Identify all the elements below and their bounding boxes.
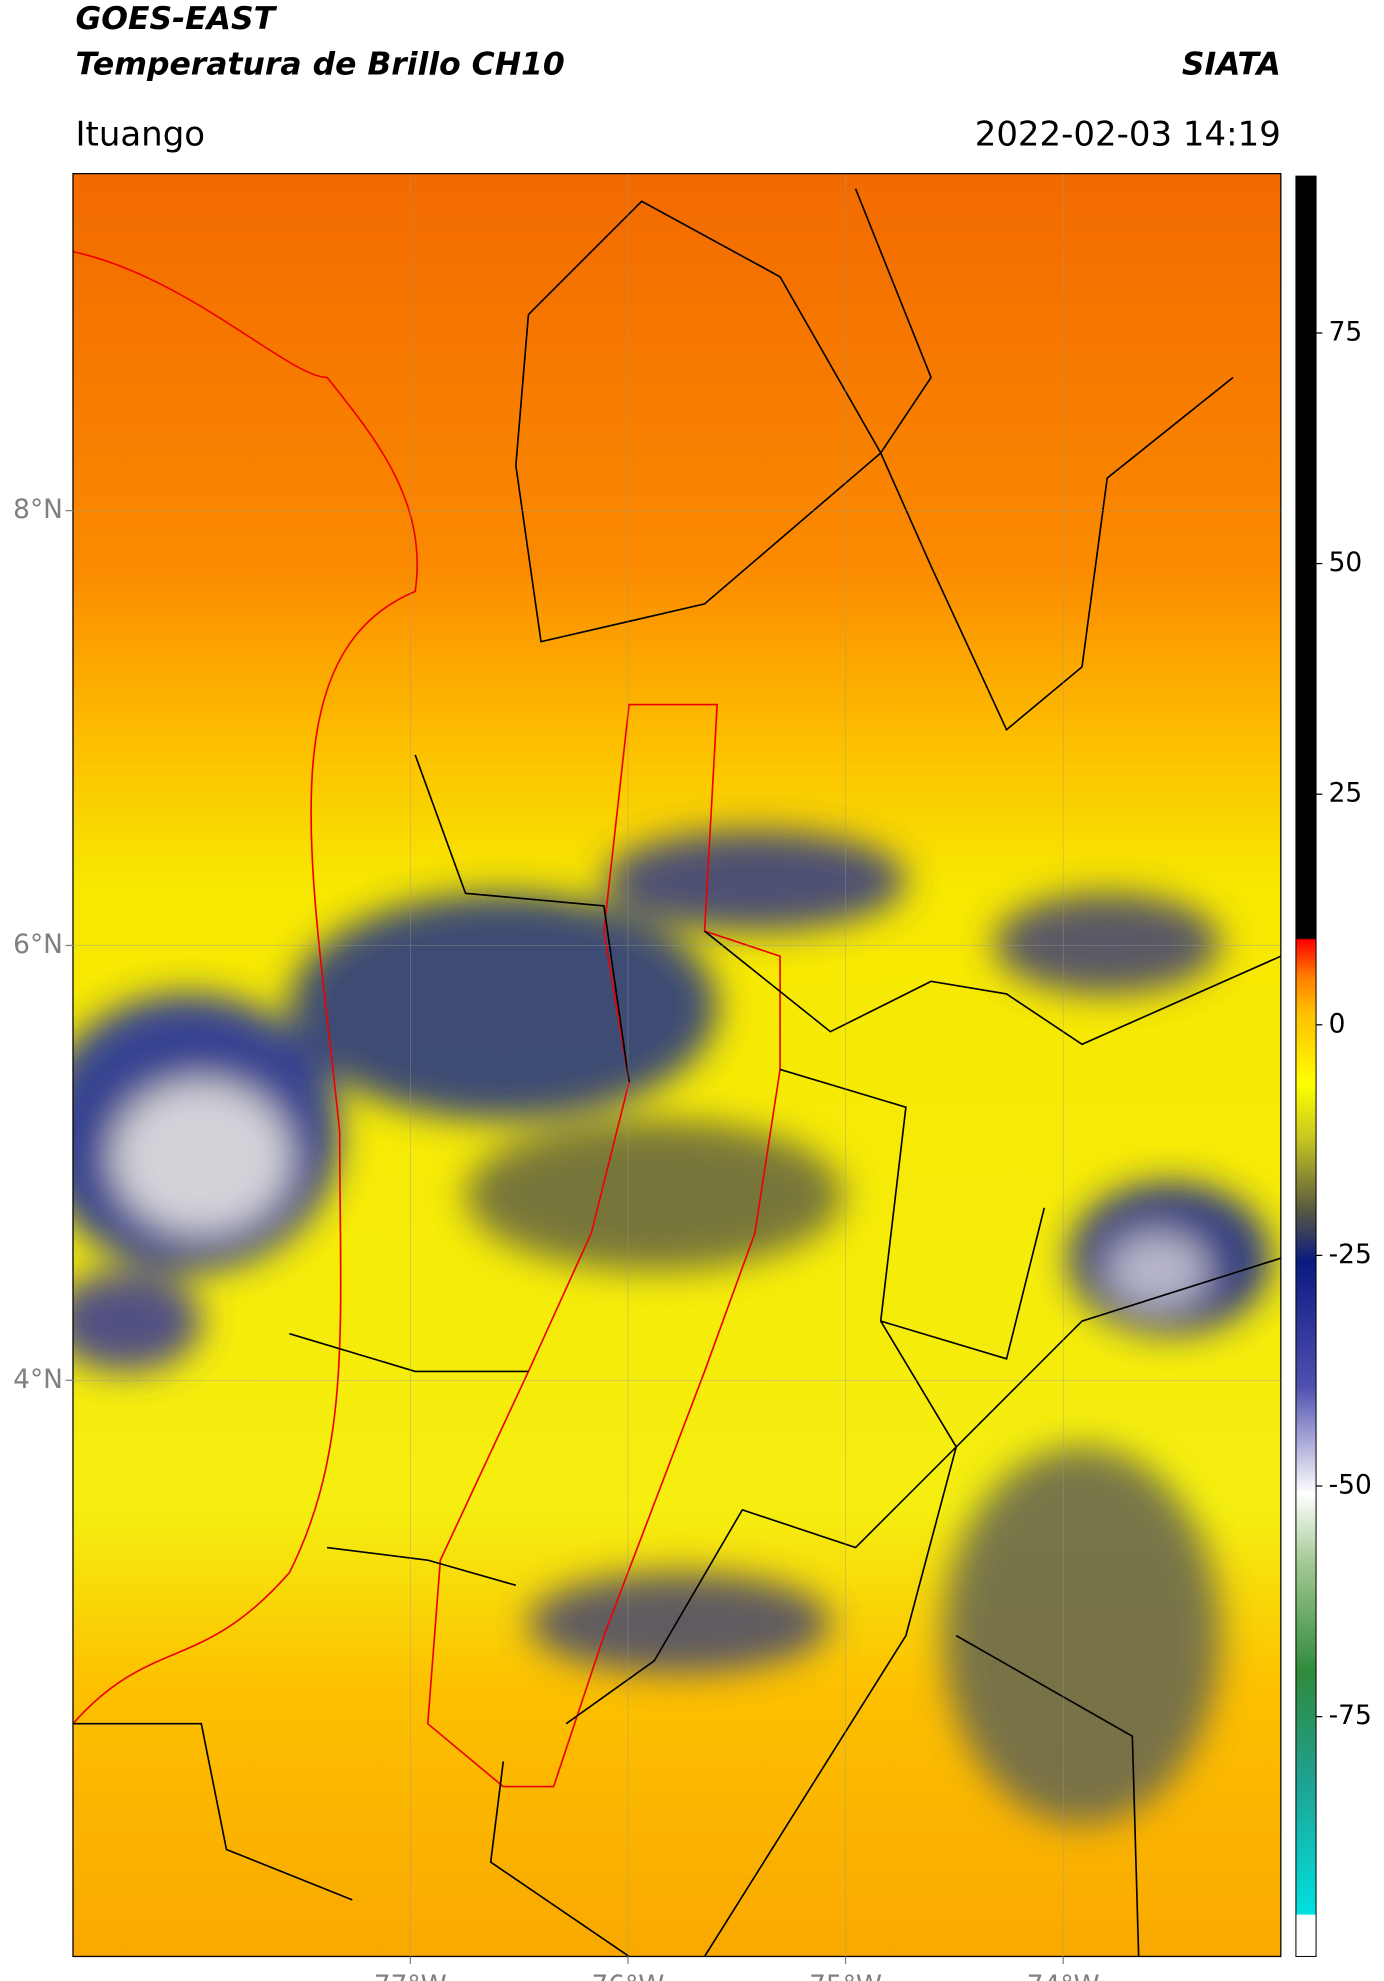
colorbar: [1295, 175, 1317, 1957]
y-tick-label: 4°N: [13, 1364, 63, 1395]
colorbar-tick-label: 75: [1329, 316, 1363, 347]
x-tick-label: 76°W: [591, 1970, 664, 1981]
title: GOES-EAST: [75, 1, 277, 37]
x-tick-label: 74°W: [1027, 1970, 1100, 1981]
colorbar-tick-label: 0: [1329, 1008, 1346, 1039]
location: Ituango: [75, 114, 205, 154]
map-image: [72, 173, 1281, 1957]
datetime: 2022-02-03 14:19: [975, 114, 1281, 154]
y-tick-label: 6°N: [13, 929, 63, 960]
colorbar-tick-label: 50: [1329, 547, 1363, 578]
y-tick-label: 8°N: [13, 494, 63, 525]
source: SIATA: [1182, 46, 1281, 82]
colorbar-tick-label: 25: [1329, 778, 1363, 809]
colorbar-tick-label: -50: [1329, 1470, 1372, 1501]
x-tick-label: 77°W: [374, 1970, 447, 1981]
colorbar-tick-label: -75: [1329, 1700, 1372, 1731]
x-tick-label: 75°W: [809, 1970, 882, 1981]
colorbar-tick-label: -25: [1329, 1239, 1372, 1270]
subtitle: Temperatura de Brillo CH10: [75, 46, 564, 82]
map-frame: [72, 172, 1282, 1958]
